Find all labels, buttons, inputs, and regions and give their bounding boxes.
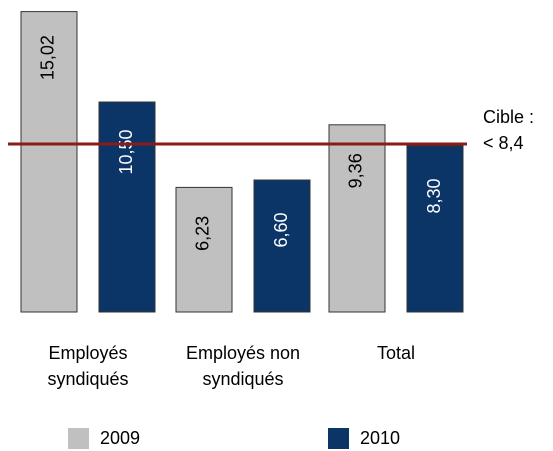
legend-label: 2010: [360, 428, 400, 448]
bar: [253, 179, 311, 313]
legend-label: 2009: [100, 428, 140, 448]
value-label: 9,36: [346, 153, 366, 188]
legend-swatch: [328, 428, 349, 449]
value-label: 6,23: [193, 216, 213, 251]
value-label: 6,60: [271, 212, 291, 247]
bar: [406, 145, 464, 313]
x-tick-label: Employés non syndiqués: [185, 343, 301, 389]
bar: [175, 186, 233, 313]
x-tick-label: Total: [376, 343, 416, 363]
target-label: Cible : < 8,4: [483, 107, 535, 153]
legend-swatch: [68, 428, 89, 449]
x-tick-label: Employés syndiqués: [47, 343, 129, 389]
bar: [328, 124, 386, 313]
value-label: 15,02: [38, 35, 58, 80]
bar: [98, 101, 156, 313]
value-label: 8,30: [424, 178, 444, 213]
bar: [20, 11, 78, 313]
value-label: 10,50: [116, 129, 136, 174]
